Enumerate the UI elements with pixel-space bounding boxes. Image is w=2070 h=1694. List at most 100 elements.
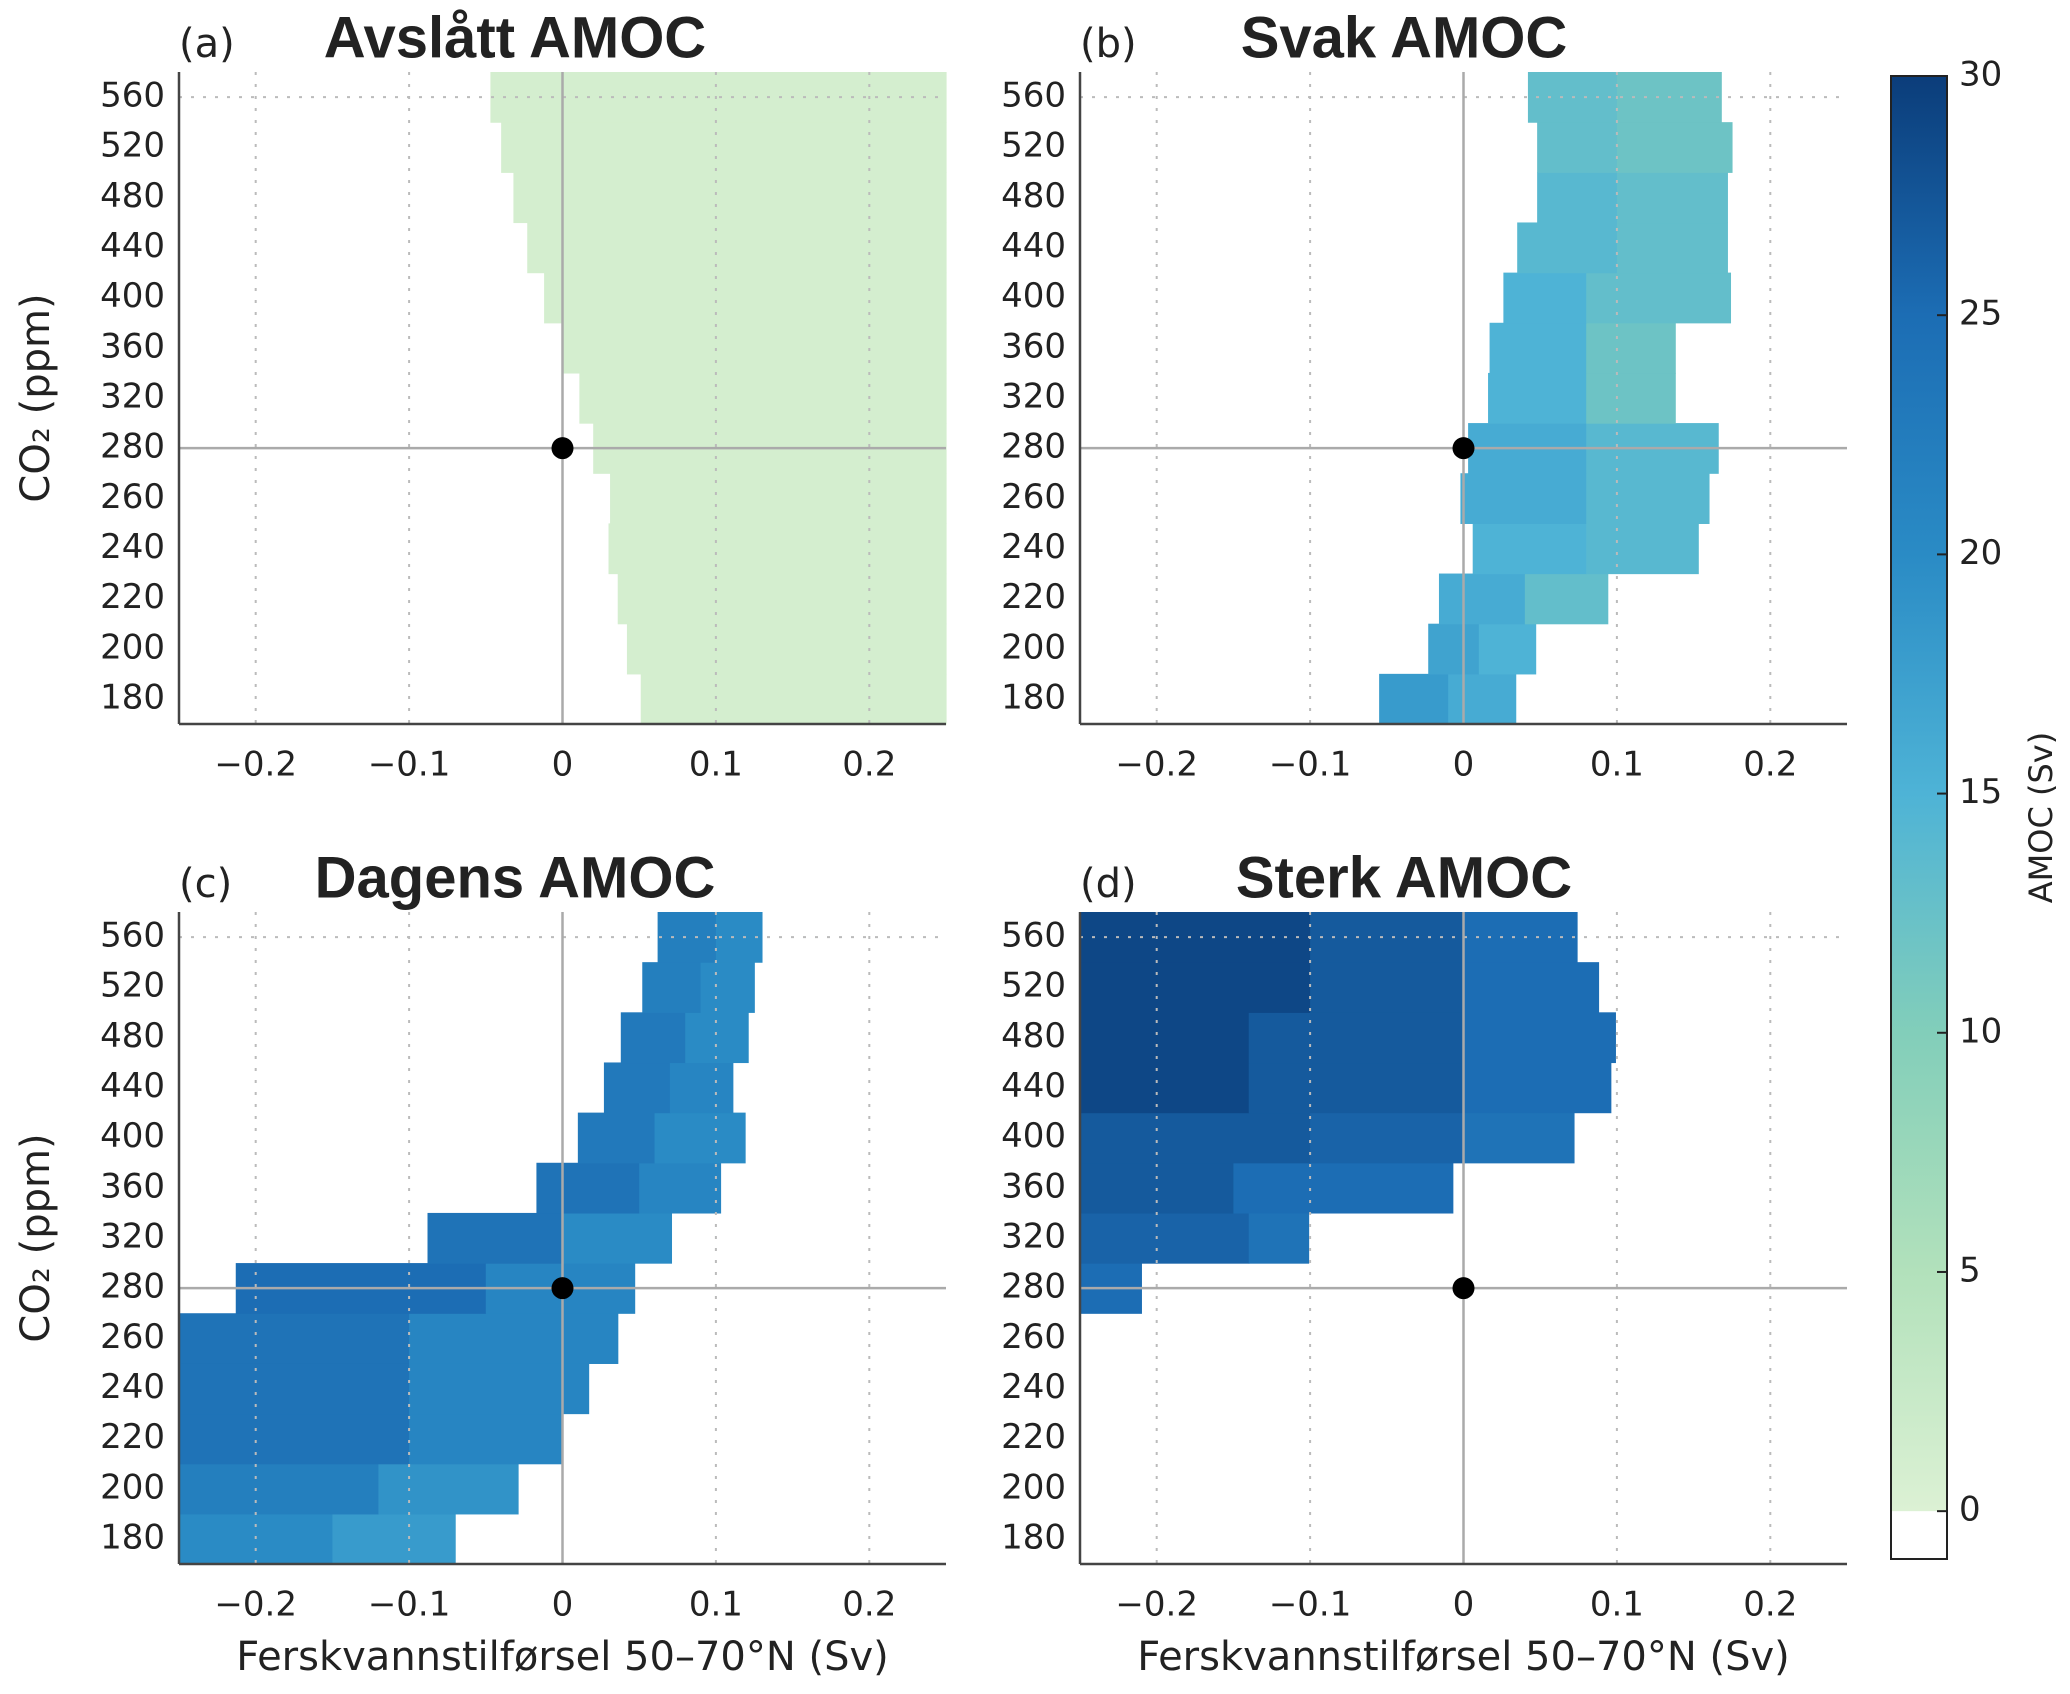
heat-cell bbox=[409, 1313, 619, 1364]
heat-cell bbox=[1503, 272, 1587, 324]
heat-cell bbox=[1248, 1212, 1310, 1264]
colorbar-frame bbox=[1890, 75, 1948, 1560]
colorbar-below bbox=[1891, 1511, 1947, 1559]
heat-cell bbox=[577, 1112, 656, 1164]
x-tick-label: −0.2 bbox=[214, 745, 297, 785]
y-tick-label: 480 bbox=[1001, 1016, 1066, 1056]
y-tick-label: 240 bbox=[100, 1367, 165, 1407]
heat-cell bbox=[1080, 962, 1311, 1013]
y-tick-label: 280 bbox=[100, 1267, 165, 1307]
heat-cell bbox=[657, 912, 717, 963]
heat-cell bbox=[640, 673, 947, 725]
x-tick-label: 0.2 bbox=[842, 745, 896, 785]
y-tick-label: 400 bbox=[1001, 1116, 1066, 1156]
x-tick-label: 0.1 bbox=[689, 745, 743, 785]
y-tick-label: 200 bbox=[100, 1467, 165, 1507]
panel: −0.2 −0.1 0 0.1 0.2 180 200 220 240 260 280 320 360 4… bbox=[13, 5, 947, 785]
y-tick-label: 400 bbox=[1001, 276, 1066, 316]
x-tick-label: −0.1 bbox=[1269, 745, 1352, 785]
y-axis-label: CO₂ (ppm) bbox=[13, 1133, 59, 1342]
heat-cell bbox=[1616, 222, 1728, 274]
heat-cell bbox=[562, 1212, 673, 1264]
heat-cell bbox=[1586, 372, 1676, 424]
y-tick-label: 260 bbox=[100, 477, 165, 517]
heat-cell bbox=[527, 222, 947, 274]
reference-point bbox=[551, 1277, 574, 1300]
heat-cell bbox=[626, 623, 947, 675]
x-axis-label: Ferskvannstilførsel 50–70°N (Sv) bbox=[1137, 1634, 1790, 1680]
panel: −0.2 −0.1 0 0.1 0.2 180 200 220 240 260 280 320 360 4… bbox=[13, 845, 946, 1680]
heat-cell bbox=[1586, 322, 1676, 374]
heat-cell bbox=[513, 172, 947, 224]
panel: −0.2 −0.1 0 0.1 0.2 180 200 220 240 260 280 320 360 4… bbox=[1001, 845, 1847, 1680]
panel: −0.2 −0.1 0 0.1 0.2 180 200 220 240 260 280 320 360 4… bbox=[1001, 5, 1847, 785]
y-tick-label: 440 bbox=[1001, 226, 1066, 266]
y-tick-label: 360 bbox=[1001, 1166, 1066, 1206]
y-axis-label: CO₂ (ppm) bbox=[13, 293, 59, 502]
heat-cell bbox=[1379, 673, 1449, 725]
y-tick-label: 180 bbox=[100, 1517, 165, 1557]
y-tick-label: 480 bbox=[100, 1016, 165, 1056]
colorbar-tick-label: 25 bbox=[1959, 294, 2002, 334]
heat-cell bbox=[501, 122, 947, 173]
x-tick-label: 0.2 bbox=[842, 1585, 896, 1625]
heat-cell bbox=[1517, 222, 1618, 274]
y-tick-label: 520 bbox=[1001, 126, 1066, 166]
heat-cell bbox=[490, 72, 947, 123]
heat-cell bbox=[1438, 573, 1526, 625]
heat-cell bbox=[179, 1363, 410, 1415]
heat-cell bbox=[685, 1012, 749, 1064]
x-tick-label: 0.2 bbox=[1743, 745, 1797, 785]
heat-cell bbox=[1448, 673, 1517, 725]
panel-label: (a) bbox=[179, 21, 235, 67]
y-tick-label: 220 bbox=[1001, 1417, 1066, 1457]
colorbar-tick-label: 20 bbox=[1959, 533, 2002, 573]
y-tick-label: 320 bbox=[1001, 1217, 1066, 1257]
heat-cell bbox=[1478, 623, 1537, 675]
heat-cell bbox=[1460, 473, 1587, 524]
heat-cell bbox=[378, 1463, 519, 1515]
heat-cell bbox=[642, 962, 702, 1013]
x-tick-label: −0.1 bbox=[368, 1585, 451, 1625]
heat-cell bbox=[1489, 322, 1587, 374]
x-tick-label: −0.2 bbox=[214, 1585, 297, 1625]
heat-cell bbox=[562, 322, 947, 374]
heat-cell bbox=[179, 1463, 380, 1515]
heat-cell bbox=[654, 1112, 746, 1164]
y-tick-label: 260 bbox=[1001, 477, 1066, 517]
reference-point bbox=[1452, 437, 1475, 460]
y-tick-label: 360 bbox=[100, 1166, 165, 1206]
x-tick-label: −0.1 bbox=[368, 745, 451, 785]
panel-label: (d) bbox=[1080, 861, 1137, 907]
x-tick-label: 0.1 bbox=[1590, 1585, 1644, 1625]
y-tick-label: 560 bbox=[1001, 76, 1066, 116]
y-tick-label: 560 bbox=[100, 916, 165, 956]
heat-cell bbox=[1472, 523, 1587, 575]
heat-cell bbox=[179, 1313, 410, 1364]
heat-cell bbox=[1586, 523, 1699, 575]
panel-label: (c) bbox=[179, 861, 232, 907]
reference-point bbox=[1452, 1277, 1475, 1300]
colorbar-tick-label: 5 bbox=[1959, 1250, 1981, 1290]
y-tick-label: 400 bbox=[100, 276, 165, 316]
y-tick-label: 260 bbox=[100, 1317, 165, 1357]
heat-cell bbox=[620, 1012, 686, 1064]
x-tick-label: 0 bbox=[1453, 1585, 1475, 1625]
heat-cell bbox=[617, 573, 947, 625]
x-tick-label: −0.1 bbox=[1269, 1585, 1352, 1625]
x-tick-label: −0.2 bbox=[1115, 1585, 1198, 1625]
heat-cell bbox=[603, 1062, 671, 1114]
heat-cell bbox=[1463, 912, 1578, 963]
heat-cell bbox=[1428, 623, 1480, 675]
panel-title: Svak AMOC bbox=[1241, 5, 1568, 70]
y-tick-label: 520 bbox=[1001, 966, 1066, 1006]
heat-cell bbox=[332, 1513, 456, 1565]
panel-label: (b) bbox=[1080, 21, 1137, 67]
x-tick-label: 0.2 bbox=[1743, 1585, 1797, 1625]
heat-cell bbox=[1616, 122, 1733, 173]
heat-cell bbox=[1463, 1112, 1575, 1164]
y-tick-label: 240 bbox=[100, 527, 165, 567]
y-tick-label: 240 bbox=[1001, 527, 1066, 567]
colorbar-tick-label: 0 bbox=[1959, 1490, 1981, 1530]
heat-cell bbox=[536, 1162, 640, 1214]
